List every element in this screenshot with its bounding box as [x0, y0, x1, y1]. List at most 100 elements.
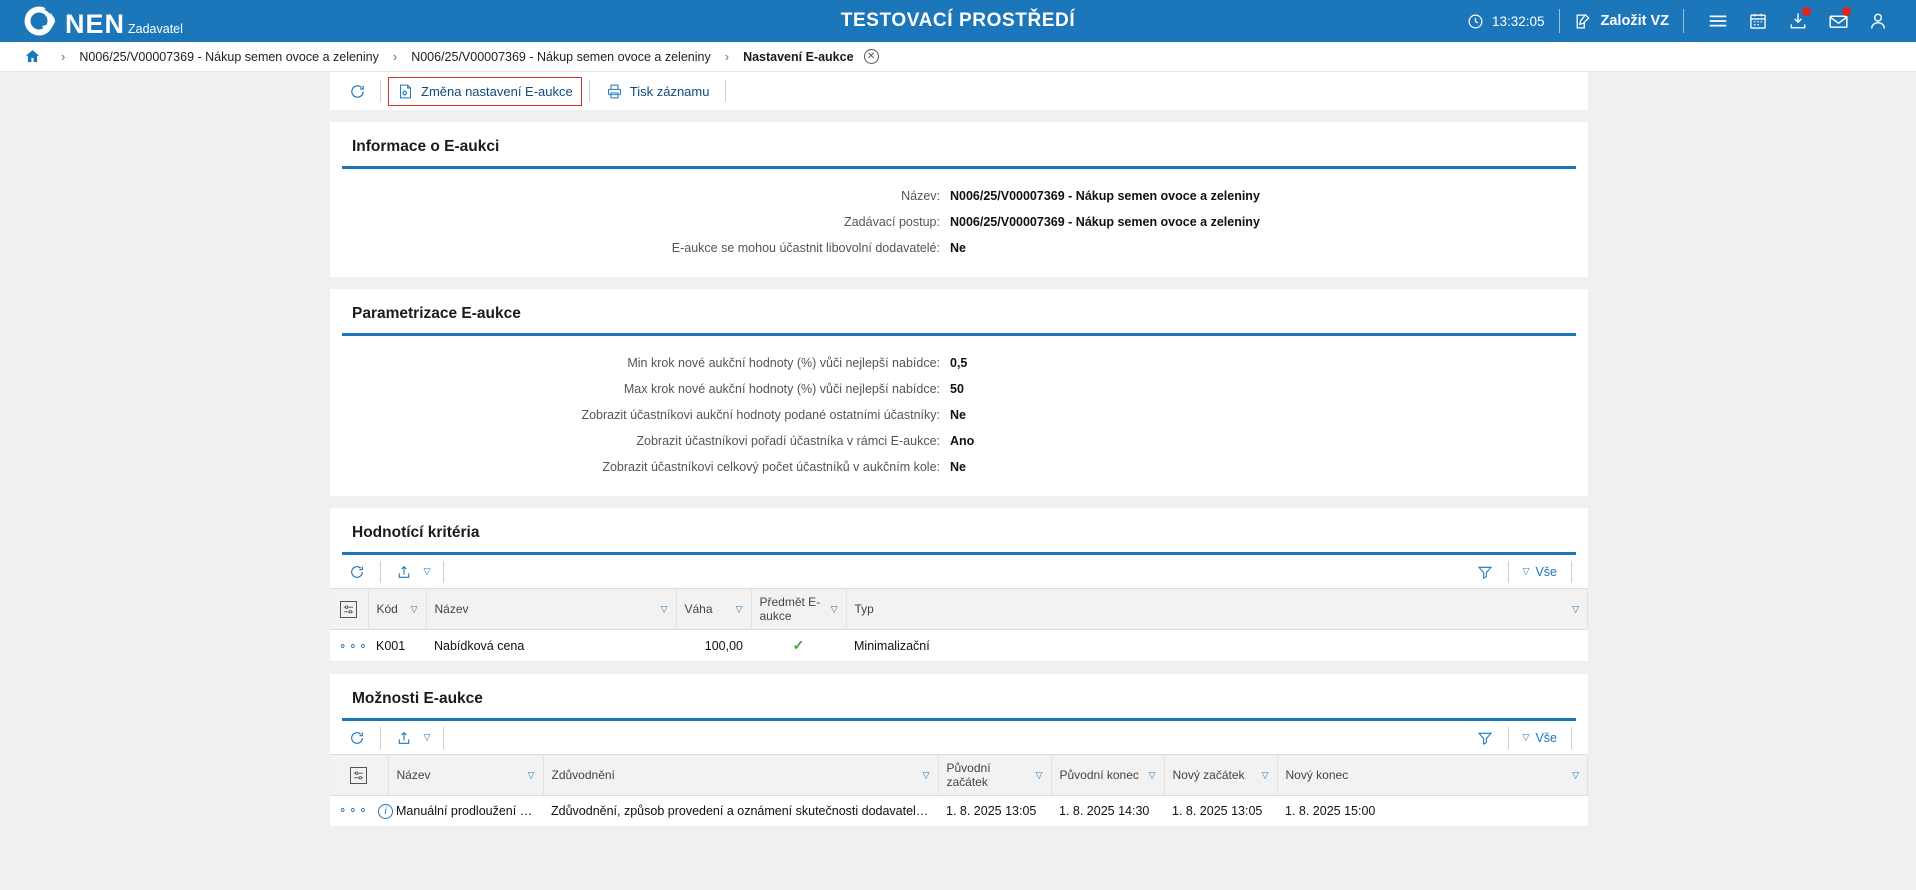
parametrization-title: Parametrizace E-aukce — [342, 289, 1576, 336]
breadcrumb-home-button[interactable] — [18, 48, 47, 65]
options-col-nazev[interactable]: Název ▽ — [388, 754, 544, 796]
breadcrumb-item-2[interactable]: N006/25/V00007369 - Nákup semen ovoce a … — [411, 49, 711, 64]
nen-logo-icon — [24, 5, 56, 36]
sort-icon: ▽ — [735, 603, 743, 614]
criteria-export-button[interactable] — [389, 557, 419, 587]
criteria-col-predmet[interactable]: Předmět E-aukce ▽ — [751, 588, 847, 630]
options-export-button[interactable] — [389, 723, 419, 753]
messages-badge — [1842, 7, 1851, 16]
breadcrumb-item-3[interactable]: Nastavení E-aukce — [743, 49, 854, 64]
calendar-button[interactable] — [1738, 6, 1778, 36]
session-clock: 13:32:05 — [1467, 13, 1545, 30]
divider — [380, 80, 381, 102]
criteria-column-settings[interactable] — [330, 588, 369, 630]
user-account-button[interactable] — [1858, 6, 1898, 36]
sliders-icon — [354, 771, 364, 779]
info-row-value: N006/25/V00007369 - Nákup semen ovoce a … — [950, 189, 1260, 203]
options-refresh-button[interactable] — [342, 723, 372, 753]
options-table: Název ▽ Zdůvodnění ▽ Původní začátek ▽ Půvo… — [330, 754, 1588, 827]
refresh-button[interactable] — [342, 76, 372, 106]
divider — [1571, 726, 1572, 749]
print-record-button[interactable]: Tisk záznamu — [598, 78, 718, 105]
info-row: Zadávací postup: N006/25/V00007369 - Nák… — [330, 209, 1588, 235]
brand-logo-group[interactable]: NEN Zadavatel — [0, 4, 183, 38]
param-row-label: Zobrazit účastníkovi pořadí účastníka v … — [636, 434, 940, 448]
options-col-novy-konec-label: Nový konec — [1285, 768, 1349, 782]
header-actions: 13:32:05 Založit VZ — [1467, 6, 1916, 36]
divider — [1571, 560, 1572, 583]
options-col-zduvodneni[interactable]: Zdůvodnění ▽ — [543, 754, 939, 796]
downloads-button[interactable] — [1778, 6, 1818, 36]
criteria-export-dropdown[interactable]: ▽ — [419, 557, 435, 587]
info-icon[interactable]: i — [378, 804, 394, 819]
options-column-settings[interactable] — [330, 754, 389, 796]
breadcrumb-separator: › — [724, 49, 730, 64]
criteria-refresh-button[interactable] — [342, 557, 372, 587]
chevron-down-icon: ▽ — [423, 566, 431, 576]
criteria-cell-nazev: Nabídková cena — [426, 629, 676, 662]
sort-icon: ▽ — [1035, 769, 1043, 780]
messages-button[interactable] — [1818, 6, 1858, 36]
options-view-all-dropdown[interactable]: ▽ Vše — [1517, 731, 1563, 745]
options-filter-button[interactable] — [1470, 723, 1500, 753]
criteria-col-typ[interactable]: Typ ▽ — [846, 588, 1588, 630]
change-eauction-settings-button[interactable]: Změna nastavení E-aukce — [388, 76, 582, 106]
create-vz-button[interactable]: Založit VZ — [1574, 12, 1669, 31]
filter-icon — [1477, 566, 1492, 579]
options-row-menu-button[interactable]: ⚬⚬⚬ i — [330, 795, 394, 827]
filter-icon — [1477, 732, 1492, 745]
content-column: Změna nastavení E-aukce Tisk záznamu Inf… — [330, 72, 1588, 827]
criteria-row-menu-button[interactable]: ⚬⚬⚬ — [330, 629, 369, 662]
options-col-puvodni-zacatek[interactable]: Původní začátek ▽ — [938, 754, 1052, 796]
parametrization-rows: Min krok nové aukční hodnoty (%) vůči ne… — [330, 336, 1588, 496]
param-row-value: 50 — [950, 382, 964, 396]
criteria-col-nazev[interactable]: Název ▽ — [426, 588, 677, 630]
table-row[interactable]: ⚬⚬⚬ i Manuální prodloužení aukčn… Zdůvod… — [330, 795, 1588, 827]
hamburger-icon — [1709, 15, 1727, 27]
info-row: E-aukce se mohou účastnit libovolní doda… — [330, 235, 1588, 261]
home-icon — [25, 50, 40, 63]
hamburger-menu-button[interactable] — [1698, 6, 1738, 36]
criteria-col-kod[interactable]: Kód ▽ — [368, 588, 427, 630]
criteria-col-typ-label: Typ — [854, 602, 874, 616]
options-grid-toolbar: ▽ ▽ Vše — [330, 721, 1588, 754]
options-grid-right-tools: ▽ Vše — [1470, 723, 1580, 753]
check-icon: ✓ — [792, 637, 805, 653]
sort-icon: ▽ — [1572, 603, 1579, 614]
criteria-table: Kód ▽ Název ▽ Váha ▽ Předmět E-aukce ▽ Typ ▽ — [330, 588, 1588, 662]
downloads-badge — [1802, 7, 1811, 16]
options-cell-zduvodneni: Zdůvodnění, způsob provedení a oznámení … — [543, 795, 938, 827]
options-cell-puvodni-konec: 1. 8. 2025 14:30 — [1051, 795, 1164, 827]
criteria-view-all-dropdown[interactable]: ▽ Vše — [1517, 565, 1563, 579]
sort-icon: ▽ — [527, 769, 535, 780]
calendar-icon — [1750, 13, 1766, 29]
refresh-icon — [351, 565, 363, 578]
page-action-toolbar: Změna nastavení E-aukce Tisk záznamu — [330, 72, 1588, 110]
refresh-icon — [351, 731, 363, 744]
print-record-label: Tisk záznamu — [629, 83, 710, 99]
eauction-info-title: Informace o E-aukci — [342, 122, 1576, 169]
options-col-nazev-label: Název — [396, 768, 431, 782]
options-col-novy-konec[interactable]: Nový konec ▽ — [1277, 754, 1588, 796]
sliders-icon — [344, 605, 354, 613]
breadcrumb-item-1[interactable]: N006/25/V00007369 - Nákup semen ovoce a … — [79, 49, 379, 64]
options-col-puvodni-konec[interactable]: Původní konec ▽ — [1051, 754, 1165, 796]
options-col-puvodni-konec-label: Původní konec — [1059, 768, 1139, 782]
spacer — [330, 496, 1588, 508]
criteria-col-vaha[interactable]: Váha ▽ — [676, 588, 752, 630]
row-actions-icon: ⚬⚬⚬ — [338, 640, 369, 653]
info-row-value: Ne — [950, 241, 966, 255]
options-col-novy-zacatek[interactable]: Nový začátek ▽ — [1164, 754, 1278, 796]
create-vz-label: Založit VZ — [1600, 13, 1669, 29]
eauction-options-panel: Možnosti E-aukce ▽ — [330, 674, 1588, 827]
row-actions-icon: ⚬⚬⚬ — [338, 805, 369, 817]
breadcrumb-close-button[interactable]: ✕ — [863, 49, 879, 64]
criteria-col-nazev-label: Název — [434, 602, 469, 616]
options-export-dropdown[interactable]: ▽ — [419, 723, 435, 753]
sort-icon: ▽ — [1572, 769, 1579, 780]
divider — [380, 560, 381, 583]
chevron-down-icon: ▽ — [1522, 566, 1530, 576]
brand-subtitle: Zadavatel — [128, 22, 183, 36]
table-row[interactable]: ⚬⚬⚬ K001 Nabídková cena 100,00 ✓ Minimal… — [330, 629, 1588, 662]
criteria-filter-button[interactable] — [1470, 557, 1500, 587]
